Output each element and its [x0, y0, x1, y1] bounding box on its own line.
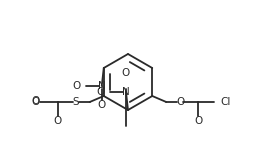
Text: N: N: [122, 87, 130, 97]
Text: O: O: [194, 116, 202, 126]
Text: S: S: [72, 97, 79, 107]
Text: O: O: [32, 96, 40, 106]
Text: O: O: [97, 87, 105, 97]
Text: O: O: [122, 68, 130, 78]
Text: O: O: [54, 116, 62, 126]
Text: O: O: [176, 97, 184, 107]
Text: O: O: [98, 100, 106, 110]
Text: O: O: [72, 81, 81, 91]
Text: Cl: Cl: [220, 97, 231, 107]
Text: N: N: [98, 81, 106, 91]
Text: O: O: [31, 97, 40, 107]
